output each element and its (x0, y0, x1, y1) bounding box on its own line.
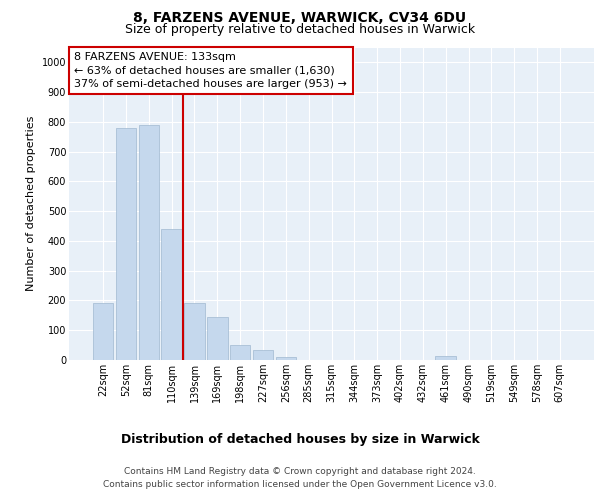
Bar (207, 318, 227, 360)
Bar (253, 350, 273, 360)
Text: Distribution of detached houses by size in Warwick: Distribution of detached houses by size … (121, 432, 479, 446)
Bar (93, 302, 113, 360)
Bar (275, 357, 296, 360)
Bar (436, 356, 456, 360)
Text: Contains HM Land Registry data © Crown copyright and database right 2024.
Contai: Contains HM Land Registry data © Crown c… (103, 468, 497, 489)
Text: 8, FARZENS AVENUE, WARWICK, CV34 6DU: 8, FARZENS AVENUE, WARWICK, CV34 6DU (133, 11, 467, 25)
Bar (161, 229, 182, 360)
Text: 8 FARZENS AVENUE: 133sqm
← 63% of detached houses are smaller (1,630)
37% of sem: 8 FARZENS AVENUE: 133sqm ← 63% of detach… (74, 52, 347, 88)
Bar (230, 345, 250, 360)
Text: Size of property relative to detached houses in Warwick: Size of property relative to detached ho… (125, 22, 475, 36)
Bar (139, 125, 159, 360)
Bar (116, 128, 136, 360)
Bar (184, 302, 205, 360)
Y-axis label: Number of detached properties: Number of detached properties (26, 116, 36, 292)
